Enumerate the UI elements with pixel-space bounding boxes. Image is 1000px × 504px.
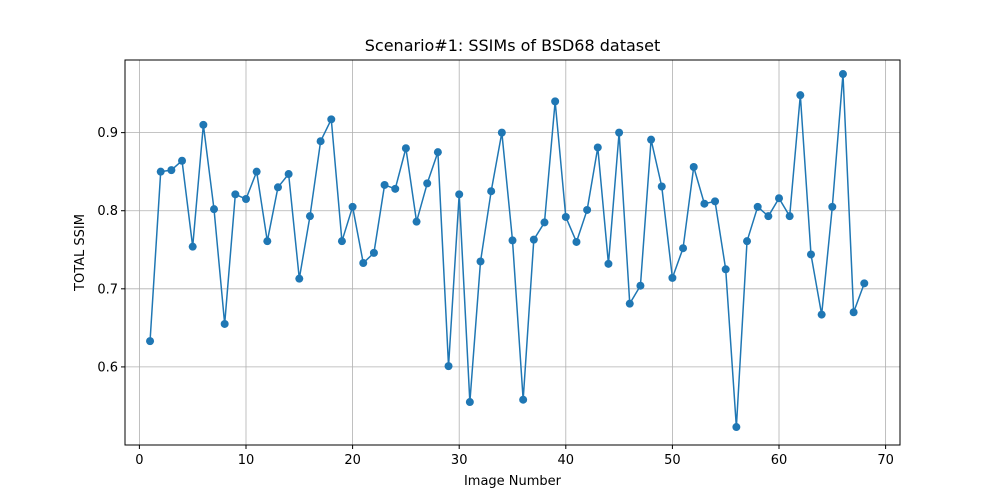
- y-axis: 0.6 0.7 0.8 0.9: [97, 126, 125, 375]
- data-point: [220, 319, 229, 328]
- data-point: [732, 423, 741, 432]
- data-point: [252, 167, 261, 176]
- grid-lines: [125, 60, 900, 445]
- data-point: [487, 187, 496, 196]
- series-layer: [146, 70, 869, 432]
- data-point: [540, 218, 549, 227]
- data-point: [412, 217, 421, 226]
- y-tick-label: 0.9: [97, 126, 118, 141]
- x-tick-label: 70: [877, 453, 894, 468]
- data-point: [359, 259, 368, 268]
- data-point: [327, 115, 336, 124]
- x-tick-label: 30: [451, 453, 468, 468]
- data-point: [241, 195, 250, 204]
- data-point: [636, 281, 645, 290]
- data-point: [561, 212, 570, 221]
- y-tick-label: 0.6: [97, 360, 118, 375]
- data-point: [796, 91, 805, 100]
- series-line: [149, 73, 865, 428]
- data-point: [316, 137, 325, 146]
- data-point: [785, 212, 794, 221]
- data-point: [401, 144, 410, 153]
- data-point: [679, 244, 688, 253]
- data-point: [476, 257, 485, 266]
- x-tick-label: 60: [771, 453, 788, 468]
- data-point: [775, 194, 784, 203]
- data-point: [519, 395, 528, 404]
- data-point: [828, 202, 837, 211]
- data-point: [721, 265, 730, 274]
- data-point: [615, 128, 624, 137]
- data-point: [295, 274, 304, 283]
- y-tick-label: 0.7: [97, 282, 118, 297]
- data-point: [263, 237, 272, 246]
- data-point: [743, 237, 752, 246]
- data-point: [199, 120, 208, 129]
- data-point: [572, 237, 581, 246]
- x-tick-label: 20: [344, 453, 361, 468]
- data-point: [764, 212, 773, 221]
- y-tick-label: 0.8: [97, 204, 118, 219]
- data-point: [700, 199, 709, 208]
- data-point: [284, 170, 293, 179]
- data-point: [188, 242, 197, 251]
- data-point: [657, 182, 666, 191]
- x-tick-label: 50: [664, 453, 681, 468]
- data-point: [305, 212, 314, 221]
- data-point: [423, 179, 432, 188]
- data-point: [806, 250, 815, 259]
- data-point: [860, 279, 869, 288]
- data-point: [583, 205, 592, 214]
- data-point: [433, 148, 442, 157]
- data-point: [817, 310, 826, 319]
- data-point: [849, 308, 858, 317]
- data-point: [647, 135, 656, 144]
- data-point: [337, 237, 346, 246]
- chart-title: Scenario#1: SSIMs of BSD68 dataset: [365, 36, 661, 55]
- data-point: [380, 180, 389, 189]
- data-point: [210, 205, 219, 214]
- data-point: [465, 398, 474, 407]
- data-point: [167, 166, 176, 175]
- data-point: [711, 197, 720, 206]
- data-point: [689, 162, 698, 171]
- data-point: [604, 259, 613, 268]
- x-tick-label: 0: [135, 453, 143, 468]
- data-point: [273, 183, 282, 192]
- x-tick-label: 40: [558, 453, 575, 468]
- data-point: [348, 202, 357, 211]
- data-point: [146, 337, 155, 346]
- data-point: [156, 167, 165, 176]
- data-point: [497, 128, 506, 137]
- data-point: [551, 97, 560, 106]
- data-point: [231, 190, 240, 199]
- data-point: [668, 273, 677, 282]
- x-tick-label: 10: [238, 453, 255, 468]
- plot-frame: [124, 59, 901, 446]
- data-point: [369, 248, 378, 257]
- data-point: [838, 70, 847, 79]
- data-point: [391, 184, 400, 193]
- data-point: [625, 299, 634, 308]
- data-point: [455, 190, 464, 199]
- data-point: [753, 202, 762, 211]
- x-axis-label: Image Number: [464, 474, 562, 489]
- data-point: [529, 235, 538, 244]
- x-axis: 0 10 20 30 40 50 60 70: [135, 445, 894, 468]
- y-axis-label: TOTAL SSIM: [73, 214, 88, 292]
- data-point: [508, 236, 517, 245]
- data-point: [178, 156, 187, 165]
- data-point: [593, 143, 602, 152]
- data-point: [444, 362, 453, 371]
